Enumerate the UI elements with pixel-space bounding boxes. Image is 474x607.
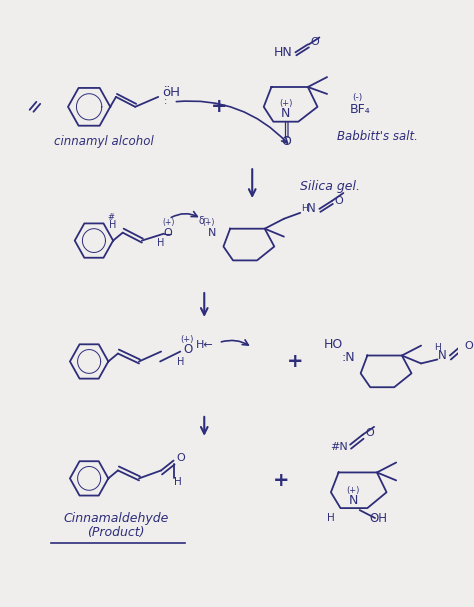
- Text: (-): (-): [353, 93, 363, 103]
- Text: #N: #N: [330, 442, 347, 452]
- Text: Cinnamaldehyde: Cinnamaldehyde: [64, 512, 169, 524]
- Text: O: O: [281, 135, 291, 148]
- Text: (+): (+): [163, 219, 175, 227]
- Text: HO: HO: [324, 338, 343, 351]
- Text: HN: HN: [273, 46, 292, 59]
- Text: ‖: ‖: [282, 121, 290, 138]
- Text: #: #: [108, 213, 115, 222]
- Text: O: O: [310, 38, 319, 47]
- Text: N: N: [307, 202, 316, 215]
- Text: O: O: [365, 428, 374, 438]
- Text: (+): (+): [279, 100, 292, 108]
- Text: δ⁻: δ⁻: [199, 215, 210, 226]
- Text: N: N: [281, 107, 291, 120]
- Text: öH: öH: [163, 86, 181, 100]
- Text: BF₄: BF₄: [349, 103, 370, 117]
- Text: +: +: [287, 352, 304, 371]
- Text: Babbitt's salt.: Babbitt's salt.: [337, 130, 418, 143]
- Text: O: O: [334, 196, 343, 206]
- Text: :N: :N: [341, 351, 355, 364]
- Text: O: O: [164, 228, 172, 238]
- Text: N: N: [348, 493, 358, 507]
- Text: N: N: [208, 228, 216, 238]
- Text: H: H: [327, 513, 335, 523]
- Text: :: :: [164, 96, 167, 106]
- Text: H: H: [157, 237, 165, 248]
- Text: cinnamyl alcohol: cinnamyl alcohol: [54, 135, 154, 148]
- Text: O: O: [183, 343, 192, 356]
- Text: H: H: [301, 205, 309, 214]
- Text: OH: OH: [370, 512, 388, 524]
- Text: +: +: [210, 97, 227, 117]
- Text: (Product): (Product): [87, 526, 145, 540]
- Text: N: N: [438, 349, 447, 362]
- Text: Silica gel.: Silica gel.: [300, 180, 360, 192]
- Text: O: O: [465, 341, 474, 351]
- Text: O: O: [177, 453, 186, 463]
- Text: (+): (+): [346, 486, 360, 495]
- Text: H←: H←: [195, 340, 213, 350]
- Text: (+): (+): [203, 219, 215, 227]
- Text: H: H: [174, 477, 182, 487]
- Text: +: +: [273, 471, 289, 490]
- Text: H: H: [434, 343, 441, 352]
- Text: H: H: [109, 220, 117, 229]
- Text: (+): (+): [180, 335, 194, 344]
- Text: H: H: [177, 358, 184, 367]
